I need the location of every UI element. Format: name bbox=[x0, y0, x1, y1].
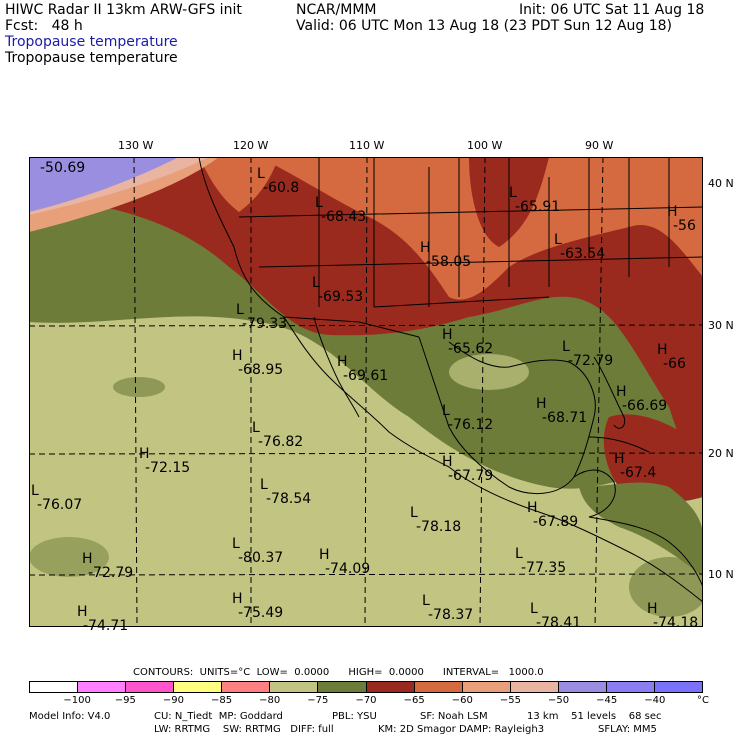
colorbar bbox=[29, 681, 703, 693]
colorbar-swatch bbox=[174, 682, 223, 692]
colorbar-swatch bbox=[606, 682, 656, 692]
coastline-cuba bbox=[588, 436, 650, 453]
border-states-h bbox=[238, 206, 703, 308]
lat-label-30n: 30 N bbox=[708, 319, 734, 332]
coastline-baja bbox=[313, 316, 360, 418]
lon-label-120w: 120 W bbox=[233, 139, 269, 152]
colorbar-swatch bbox=[366, 682, 415, 692]
coastline-gulf bbox=[418, 336, 596, 495]
footer-cu-mp: CU: N_Tiedt MP: Goddard bbox=[154, 711, 283, 722]
colorbar-swatch bbox=[222, 682, 271, 692]
colorbar-label: −80 bbox=[259, 695, 281, 706]
footer-model-info: Model Info: V4.0 bbox=[29, 711, 111, 722]
grid-lat-10n bbox=[29, 573, 703, 576]
field-band-caribbean-red bbox=[603, 414, 703, 503]
coastline-yucatan bbox=[573, 469, 616, 518]
lon-label-90w: 90 W bbox=[585, 139, 614, 152]
coastline-west bbox=[198, 157, 703, 603]
footer-sf: SF: Noah LSM bbox=[420, 711, 488, 722]
colorbar-swatch bbox=[462, 682, 511, 692]
field-title-secondary: Tropopause temperature bbox=[5, 50, 178, 66]
field-band-orange bbox=[209, 157, 703, 300]
colorbar-swatch bbox=[414, 682, 463, 692]
field-band-central-america bbox=[579, 482, 703, 577]
grid-lon-110w bbox=[364, 157, 368, 627]
colorbar-label: −75 bbox=[307, 695, 329, 706]
grid-lon-100w bbox=[479, 157, 486, 627]
lat-label-20n: 20 N bbox=[708, 447, 734, 460]
field-band-orange-west bbox=[199, 157, 279, 212]
footer-radiation: LW: RRTMG SW: RRTMG DIFF: full bbox=[154, 724, 334, 735]
border-us-mexico bbox=[283, 316, 420, 338]
header-init-time: Init: 06 UTC Sat 11 Aug 18 bbox=[519, 2, 705, 18]
colorbar-swatch bbox=[655, 682, 703, 692]
colorbar-label: −85 bbox=[211, 695, 233, 706]
grid-lat-30n bbox=[29, 324, 703, 327]
header-forecast-hour: Fcst: 48 h bbox=[5, 18, 83, 34]
coastline-florida bbox=[593, 356, 626, 429]
contours-info: CONTOURS: UNITS=°C LOW= 0.0000 HIGH= 0.0… bbox=[133, 667, 544, 678]
header-valid-time: Valid: 06 UTC Mon 13 Aug 18 (23 PDT Sun … bbox=[296, 18, 673, 34]
border-states bbox=[318, 157, 670, 307]
header-source: NCAR/MMM bbox=[296, 2, 377, 18]
lon-label-100w: 100 W bbox=[467, 139, 503, 152]
colorbar-swatch bbox=[78, 682, 127, 692]
colorbar-label: −60 bbox=[451, 695, 473, 706]
colorbar-label: °C bbox=[697, 695, 709, 706]
colorbar-swatch bbox=[558, 682, 607, 692]
colorbar-label: −50 bbox=[548, 695, 570, 706]
colorbar-swatch bbox=[510, 682, 559, 692]
colorbar-swatch bbox=[270, 682, 319, 692]
footer-resolution: 13 km 51 levels 68 sec bbox=[527, 711, 662, 722]
colorbar-label: −90 bbox=[162, 695, 184, 706]
coastline-central-america bbox=[588, 516, 703, 588]
footer-km-damp: KM: 2D Smagor DAMP: Rayleigh3 bbox=[378, 724, 545, 735]
colorbar-label: −65 bbox=[403, 695, 425, 706]
grid-lat-20n bbox=[29, 452, 703, 455]
colorbar-label: −45 bbox=[596, 695, 618, 706]
colorbar-label: −95 bbox=[114, 695, 136, 706]
field-band-purple bbox=[29, 157, 179, 212]
lon-label-130w: 130 W bbox=[118, 139, 154, 152]
footer-pbl: PBL: YSU bbox=[332, 711, 377, 722]
colorbar-label: −70 bbox=[355, 695, 377, 706]
colorbar-label: −100 bbox=[63, 695, 91, 706]
field-band-gulf bbox=[506, 365, 607, 457]
lon-label-110w: 110 W bbox=[349, 139, 385, 152]
header-model-title: HIWC Radar II 13km ARW-GFS init bbox=[5, 2, 242, 18]
colorbar-label: −55 bbox=[499, 695, 521, 706]
field-title-primary: Tropopause temperature bbox=[5, 34, 178, 50]
colorbar-label: −40 bbox=[644, 695, 666, 706]
footer-sflay: SFLAY: MM5 bbox=[598, 724, 657, 735]
grid-lon-90w bbox=[594, 157, 604, 627]
colorbar-swatch bbox=[318, 682, 367, 692]
colorbar-swatch bbox=[30, 682, 79, 692]
map-panel bbox=[29, 157, 703, 627]
colorbar-swatch bbox=[126, 682, 175, 692]
lat-label-40n: 40 N bbox=[708, 177, 734, 190]
grid-lon-130w bbox=[133, 157, 138, 627]
lat-label-10n: 10 N bbox=[708, 568, 734, 581]
